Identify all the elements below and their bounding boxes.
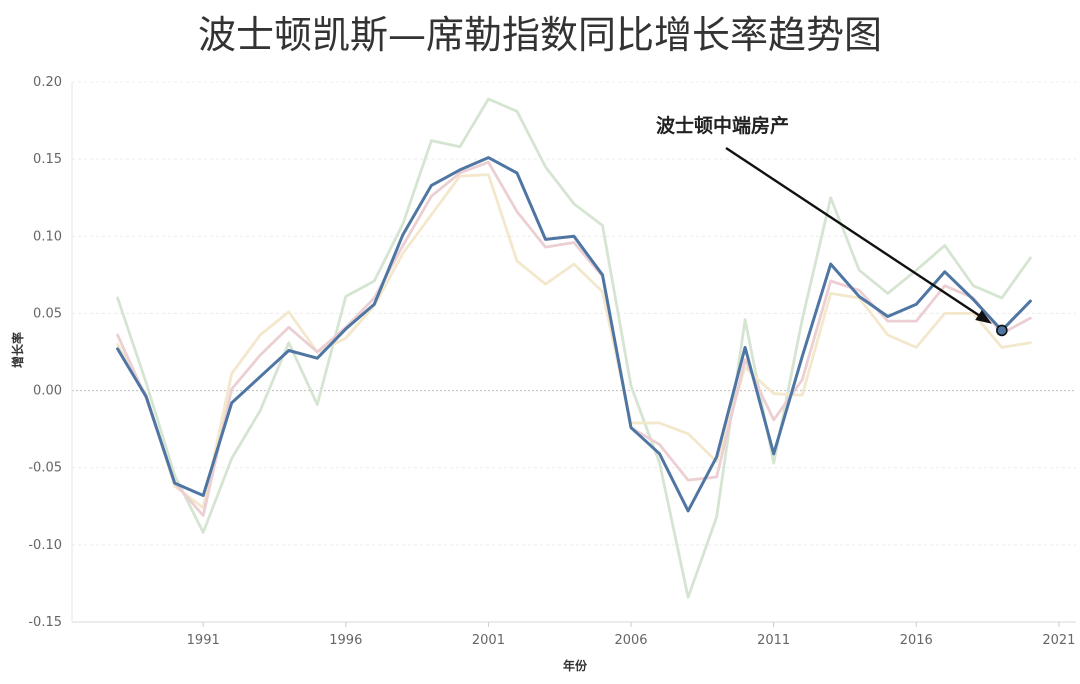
y-tick-label: -0.05 <box>28 461 62 476</box>
x-tick-label: 2021 <box>1042 633 1075 648</box>
x-tick-label: 2006 <box>614 633 647 648</box>
chart-title: 波士顿凯斯—席勒指数同比增长率趋势图 <box>198 13 882 57</box>
series-line-2 <box>116 173 1032 510</box>
y-tick-label: 0.05 <box>33 306 62 321</box>
axes: 0.20 0.15 0.10 0.05 0.00 -0.05 -0.10 -0.15 1991 1… <box>28 75 1076 648</box>
annotation-label: 波士顿中端房产 <box>656 114 789 137</box>
x-tick-label: 2016 <box>900 633 933 648</box>
y-tick-label: 0.20 <box>33 75 62 90</box>
x-axis-label: 年份 <box>563 658 588 673</box>
y-axis-label: 增长率 <box>10 332 25 368</box>
series-line-1 <box>116 97 1032 599</box>
x-tick-label: 1996 <box>329 633 362 648</box>
x-tick-label: 1991 <box>187 633 220 648</box>
x-tick-label: 2011 <box>757 633 790 648</box>
annotation-arrow-shaft <box>725 146 986 321</box>
y-tick-label: -0.10 <box>28 538 62 553</box>
annotation-arrow-head <box>975 309 992 324</box>
y-tick-label: -0.15 <box>28 615 62 630</box>
y-tick-label: 0.15 <box>33 152 62 167</box>
grid-lines <box>72 81 1076 623</box>
annotation: 波士顿中端房产 <box>656 114 1008 337</box>
highlight-point <box>996 324 1008 337</box>
x-tick-label: 2001 <box>472 633 505 648</box>
y-tick-label: 0.10 <box>33 229 62 244</box>
series-line-boston-mid <box>116 156 1032 513</box>
y-tick-label: 0.00 <box>33 384 62 399</box>
series-lines <box>116 97 1032 599</box>
